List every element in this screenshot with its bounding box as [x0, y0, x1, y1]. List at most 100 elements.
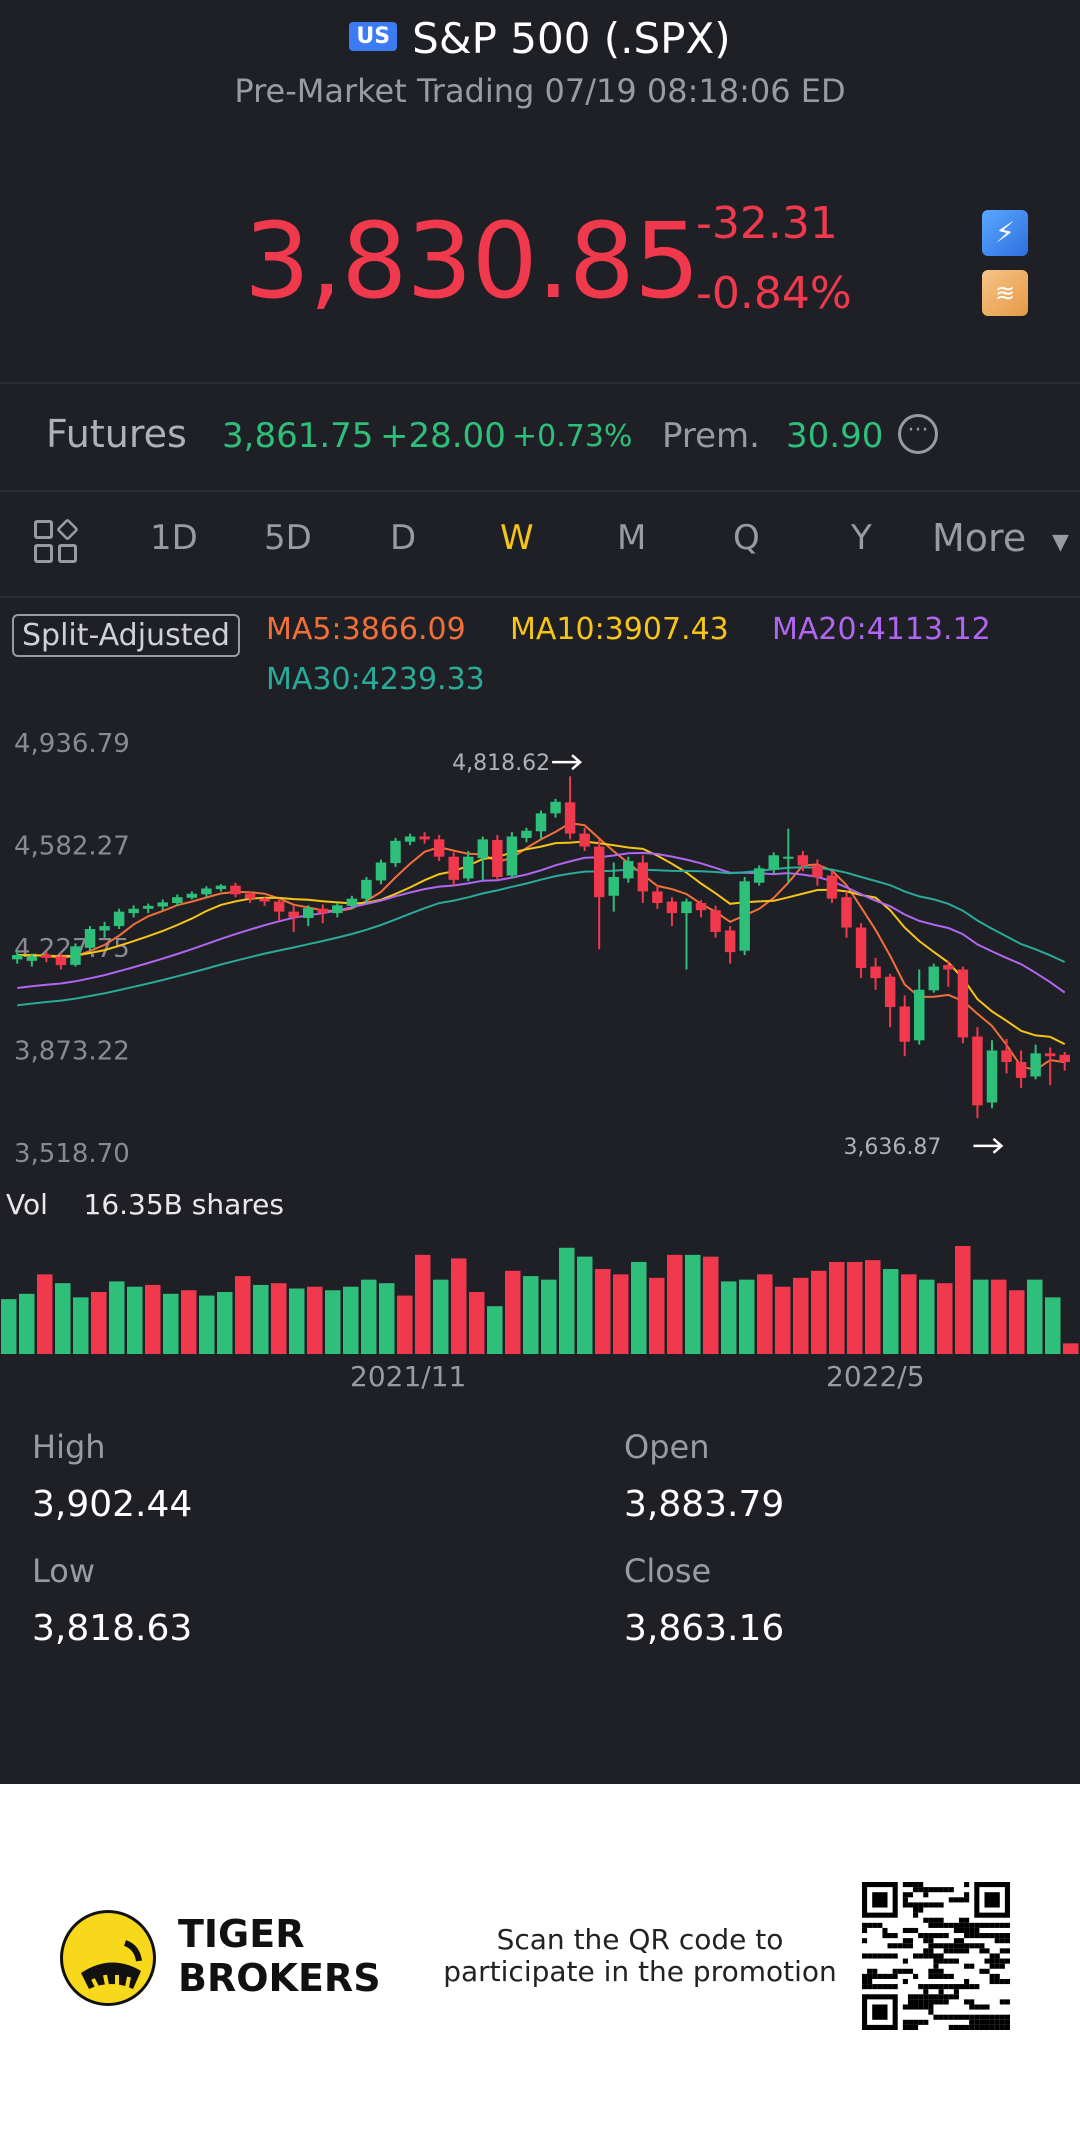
- candle: [1001, 1038, 1012, 1074]
- volume-bar: [649, 1277, 665, 1354]
- futures-row[interactable]: Futures 3,861.75 +28.00 +0.73% Prem. 30.…: [46, 412, 1046, 462]
- y-tick-label: 4,936.79: [14, 729, 130, 759]
- candle: [928, 963, 940, 993]
- volume-bar: [937, 1283, 953, 1354]
- market-badge: US: [349, 22, 398, 51]
- candle: [695, 900, 707, 918]
- qr-code-icon[interactable]: [862, 1882, 1010, 2030]
- y-tick-label: 3,518.70: [14, 1139, 130, 1169]
- chevron-down-icon[interactable]: ▼: [1052, 530, 1069, 555]
- candle: [739, 876, 750, 956]
- volume-bar: [757, 1274, 773, 1354]
- volume-chart[interactable]: [0, 1228, 1080, 1354]
- candle: [1059, 1051, 1070, 1071]
- volume-bar: [541, 1279, 557, 1354]
- candle: [826, 871, 838, 903]
- volume-bar: [721, 1281, 737, 1354]
- volume-bar: [901, 1274, 917, 1354]
- futures-value: 3,861.75: [222, 416, 374, 456]
- tab-y[interactable]: Y: [851, 518, 872, 558]
- ma30-line: [17, 866, 1066, 1007]
- candle: [288, 905, 299, 932]
- tab-d[interactable]: D: [390, 518, 417, 558]
- candle: [259, 897, 270, 906]
- ma10-label: MA10:3907.43: [510, 612, 729, 647]
- candle: [273, 898, 285, 921]
- volume-bar: [739, 1279, 755, 1354]
- candle: [637, 855, 649, 903]
- premium-value: 30.90: [786, 416, 884, 456]
- candle: [215, 884, 227, 892]
- candle: [986, 1040, 998, 1109]
- low-label: Low: [32, 1552, 96, 1590]
- promo-text-line1: Scan the QR code to: [496, 1923, 784, 1956]
- volume-bar: [595, 1269, 611, 1354]
- candle: [41, 951, 52, 963]
- volume-label: Vol 16.35B shares: [6, 1188, 284, 1221]
- candle: [375, 859, 387, 885]
- candle: [26, 953, 38, 967]
- volume-bar: [847, 1261, 863, 1354]
- volume-bar: [487, 1306, 503, 1354]
- candle: [666, 897, 678, 927]
- candle: [390, 837, 401, 867]
- volume-bar: [577, 1256, 593, 1354]
- candle: [608, 862, 619, 912]
- tab-q[interactable]: Q: [733, 518, 760, 558]
- volume-bar: [991, 1279, 1007, 1354]
- volume-bar: [685, 1254, 701, 1354]
- futures-change-percent: +0.73%: [512, 419, 633, 454]
- candle: [99, 921, 110, 938]
- flash-level1-icon[interactable]: ⚡: [982, 210, 1028, 256]
- volume-bar: [415, 1254, 431, 1354]
- layout-grid-icon[interactable]: [34, 518, 80, 566]
- volume-bar: [37, 1274, 53, 1354]
- volume-bar: [109, 1281, 125, 1354]
- ma20-label: MA20:4113.12: [772, 612, 991, 647]
- volume-bar: [829, 1261, 845, 1354]
- candle: [84, 926, 96, 951]
- header: US S&P 500 (.SPX): [0, 14, 1080, 63]
- price-change: -32.31: [696, 198, 838, 249]
- price-change-percent: -0.84%: [696, 268, 852, 319]
- volume-bar: [1027, 1279, 1043, 1354]
- x-axis-label-1: 2021/11: [350, 1360, 467, 1393]
- volume-title: Vol: [6, 1188, 48, 1221]
- candle: [346, 895, 358, 909]
- candle: [1015, 1050, 1027, 1089]
- tiger-logo-icon: [60, 1910, 156, 2006]
- quote-screen: US S&P 500 (.SPX) Pre-Market Trading 07/…: [0, 14, 1080, 1649]
- close-value: 3,863.16: [624, 1608, 785, 1649]
- candle: [855, 923, 867, 979]
- candlestick-chart[interactable]: 4,936.794,582.274,227.753,873.223,518.70…: [0, 720, 1080, 1172]
- candle: [652, 885, 663, 909]
- candle: [957, 966, 969, 1044]
- volume-bar: [145, 1284, 161, 1354]
- volume-bar: [793, 1277, 809, 1354]
- volume-bar: [811, 1270, 827, 1354]
- candle: [564, 776, 576, 840]
- candle: [681, 898, 692, 970]
- candle: [783, 828, 794, 883]
- volume-bar: [379, 1283, 395, 1354]
- layers-icon[interactable]: ≋: [982, 270, 1028, 316]
- tab-1d[interactable]: 1D: [150, 518, 198, 558]
- tab-5d[interactable]: 5D: [264, 518, 312, 558]
- candle: [113, 908, 125, 930]
- period-tabs: 1D 5D D W M Q Y More ▼: [0, 512, 1080, 572]
- candle: [623, 856, 634, 883]
- tab-m[interactable]: M: [617, 518, 647, 558]
- tab-w[interactable]: W: [500, 518, 534, 558]
- low-marker-label: 3,636.87: [843, 1135, 941, 1160]
- more-options-icon[interactable]: ···: [898, 414, 938, 454]
- volume-bar: [343, 1286, 359, 1354]
- close-label: Close: [624, 1552, 712, 1590]
- divider: [0, 490, 1080, 492]
- last-price: 3,830.85: [244, 200, 700, 322]
- volume-bar: [181, 1290, 197, 1354]
- volume-bar: [919, 1279, 935, 1354]
- split-adjusted-button[interactable]: Split-Adjusted: [12, 614, 240, 657]
- candle: [899, 995, 910, 1057]
- tab-more[interactable]: More: [932, 516, 1027, 560]
- volume-bar: [631, 1261, 647, 1354]
